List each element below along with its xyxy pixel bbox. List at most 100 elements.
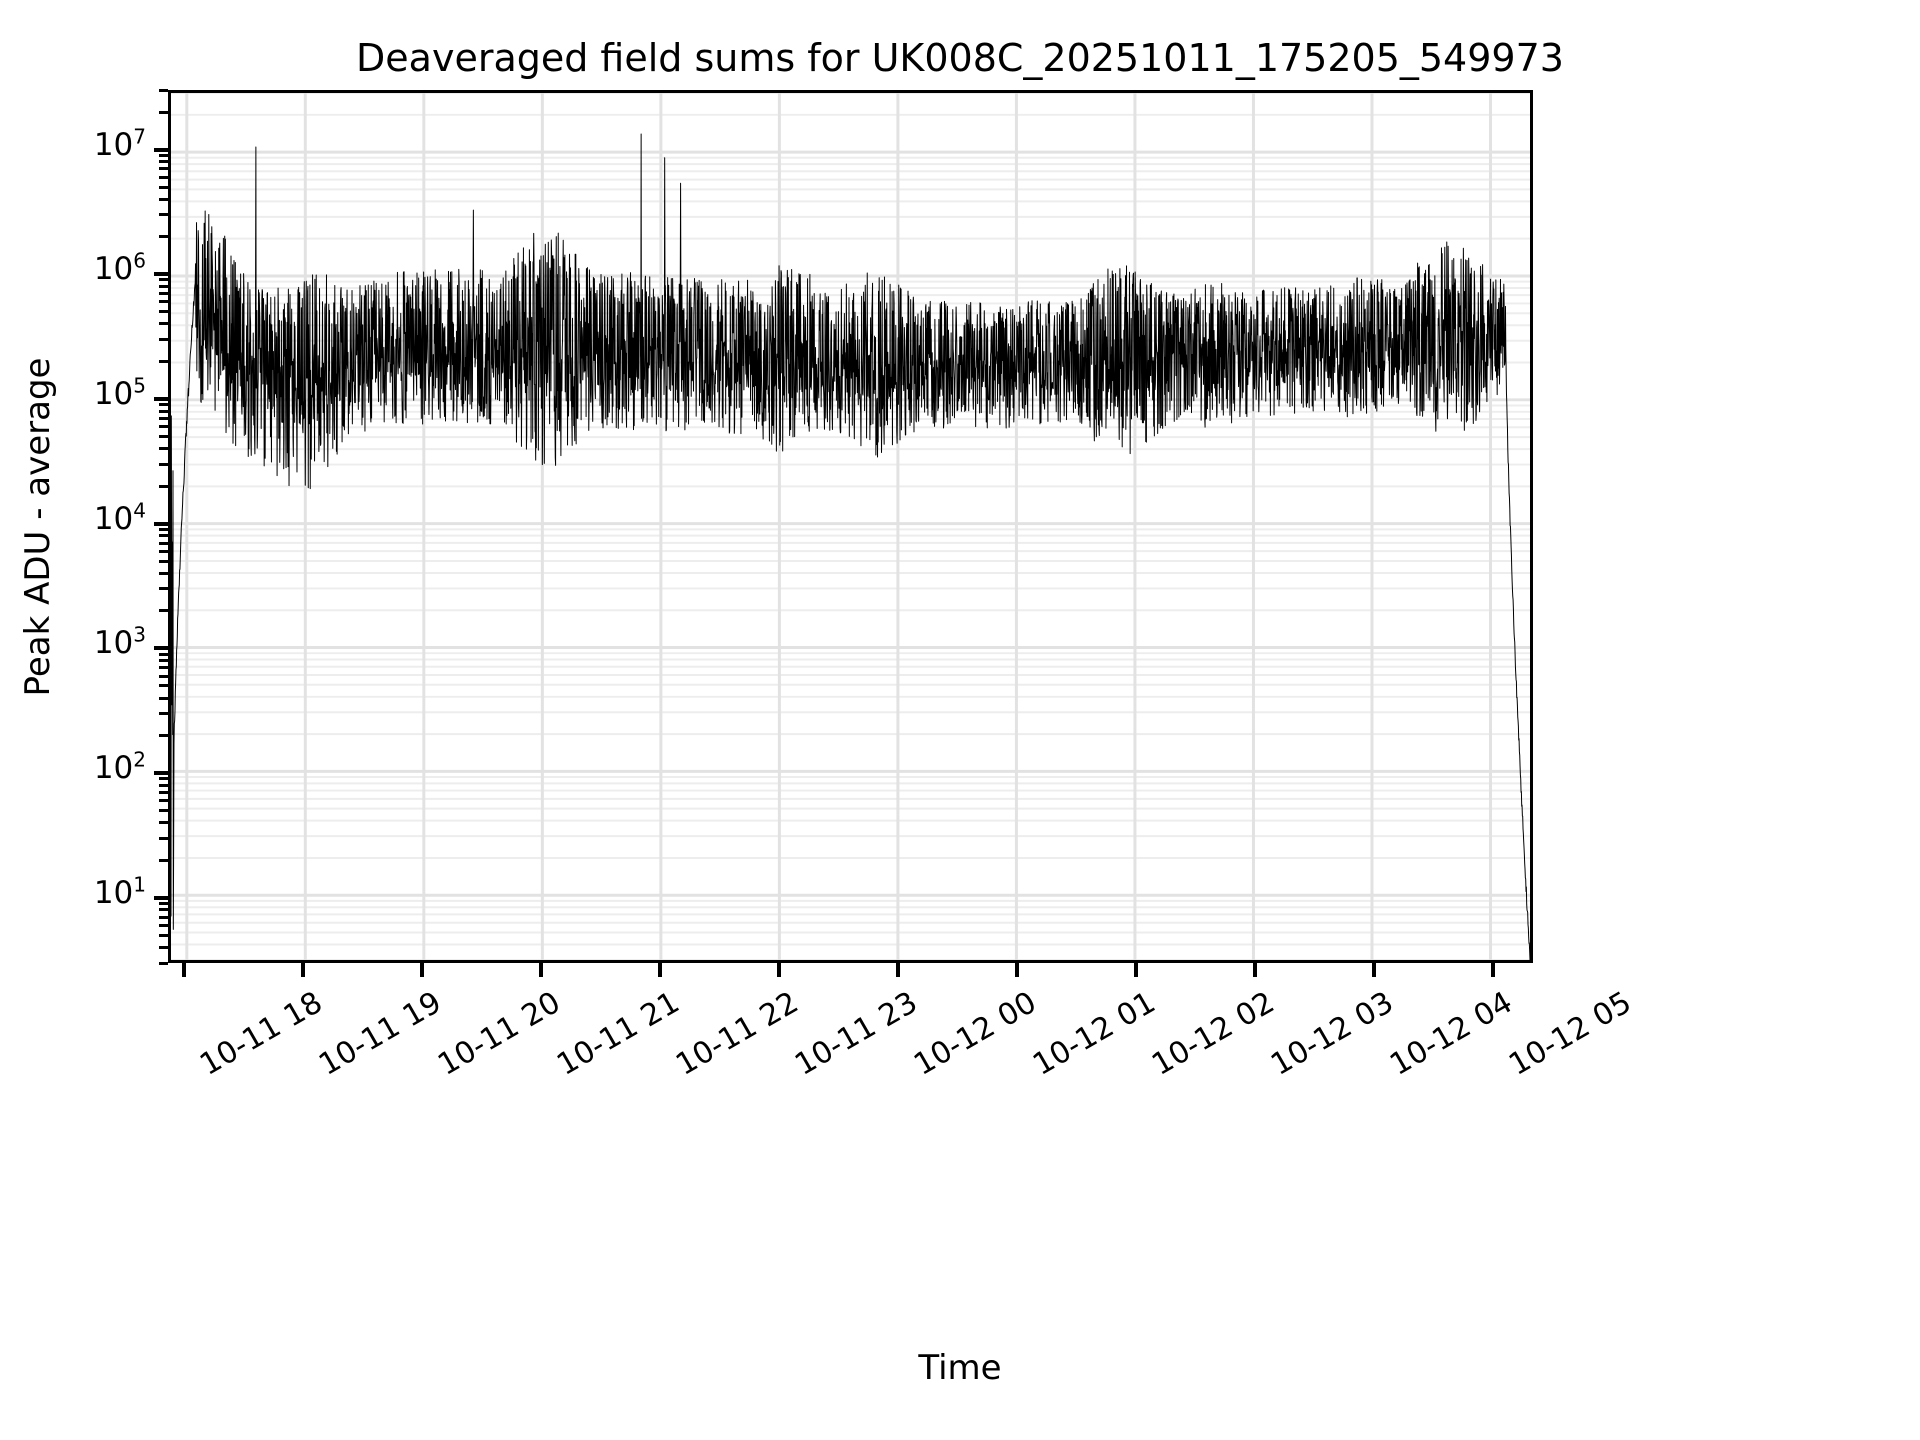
y-minor-tick-mark	[159, 300, 168, 304]
y-minor-tick-mark	[159, 734, 168, 737]
y-minor-tick-mark	[159, 666, 168, 670]
y-tick-mark	[154, 771, 168, 776]
y-minor-tick-mark	[159, 933, 168, 937]
y-minor-tick-mark	[159, 235, 168, 239]
y-minor-tick-mark	[159, 571, 168, 575]
y-minor-tick-mark	[159, 609, 168, 613]
x-tick-mark	[896, 963, 901, 977]
y-minor-tick-mark	[159, 945, 168, 949]
x-axis-label: Time	[918, 1348, 1002, 1388]
x-tick-mark	[300, 963, 305, 977]
x-tick-mark	[1015, 963, 1020, 977]
x-tick-mark	[1134, 963, 1139, 977]
y-minor-tick-mark	[159, 435, 168, 438]
y-minor-tick-mark	[159, 527, 168, 531]
y-minor-tick-mark	[159, 790, 168, 794]
y-tick-label: 103	[93, 623, 146, 662]
y-minor-tick-mark	[159, 403, 168, 407]
chart-title: Deaveraged field sums for UK008C_2025101…	[356, 36, 1564, 80]
y-minor-tick-mark	[159, 160, 168, 164]
y-minor-tick-mark	[159, 110, 168, 114]
y-tick-mark	[154, 646, 168, 651]
y-minor-tick-mark	[159, 541, 168, 545]
y-tick-label: 105	[93, 373, 146, 412]
y-minor-tick-mark	[159, 908, 168, 912]
y-minor-tick-mark	[159, 858, 168, 862]
y-tick-label: 102	[93, 747, 146, 787]
y-minor-tick-mark	[159, 337, 168, 341]
y-tick-label: 106	[93, 248, 146, 288]
x-tick-label: 10-11 21	[551, 985, 686, 1083]
y-minor-tick-mark	[159, 213, 168, 217]
y-minor-tick-mark	[159, 559, 168, 563]
x-tick-label: 10-11 19	[312, 985, 448, 1083]
x-tick-label: 10-11 20	[432, 985, 567, 1083]
y-minor-tick-mark	[159, 197, 168, 201]
y-minor-tick-mark	[159, 310, 168, 314]
y-minor-tick-mark	[159, 175, 168, 179]
x-tick-label: 10-11 18	[193, 985, 329, 1083]
x-tick-mark	[658, 963, 662, 977]
y-minor-tick-mark	[159, 915, 168, 919]
y-tick-label: 107	[93, 124, 146, 163]
y-minor-tick-mark	[159, 674, 168, 678]
x-tick-mark	[420, 963, 424, 977]
x-tick-label: 10-12 04	[1384, 985, 1519, 1083]
plot-clip	[171, 93, 1530, 960]
x-tick-mark	[1253, 963, 1258, 977]
x-tick-label: 10-12 01	[1027, 985, 1162, 1083]
x-tick-label: 10-11 22	[670, 985, 805, 1083]
y-minor-tick-mark	[159, 409, 168, 413]
y-minor-tick-mark	[159, 777, 168, 781]
y-minor-tick-mark	[159, 821, 168, 825]
x-tick-mark	[1491, 963, 1496, 977]
y-minor-tick-mark	[159, 425, 168, 429]
y-minor-tick-mark	[159, 652, 168, 656]
y-tick-mark	[154, 147, 168, 152]
y-minor-tick-mark	[159, 153, 168, 157]
y-minor-tick-mark	[159, 462, 168, 466]
y-minor-tick-mark	[159, 902, 168, 905]
y-minor-tick-mark	[159, 799, 168, 803]
x-tick-mark	[539, 963, 543, 977]
y-minor-tick-mark	[159, 88, 168, 92]
y-axis-label: Peak ADU - average	[18, 357, 58, 696]
y-minor-tick-mark	[159, 534, 168, 538]
y-minor-tick-mark	[159, 447, 168, 451]
y-minor-tick-mark	[159, 924, 168, 927]
y-minor-tick-mark	[159, 278, 168, 282]
y-minor-tick-mark	[159, 549, 168, 553]
x-tick-label: 10-12 03	[1265, 985, 1400, 1083]
x-tick-label: 10-12 00	[908, 985, 1043, 1083]
y-minor-tick-mark	[159, 684, 168, 688]
x-tick-mark	[1372, 963, 1377, 977]
y-tick-mark	[154, 895, 168, 900]
y-minor-tick-mark	[159, 712, 168, 716]
y-minor-tick-mark	[159, 416, 168, 420]
y-minor-tick-mark	[159, 322, 168, 326]
y-minor-tick-mark	[159, 809, 168, 813]
y-tick-mark	[154, 521, 168, 526]
y-tick-mark	[154, 272, 168, 277]
y-minor-tick-mark	[159, 836, 168, 840]
y-minor-tick-mark	[159, 284, 168, 288]
plot-area	[168, 90, 1533, 963]
y-minor-tick-mark	[159, 359, 168, 363]
x-tick-mark	[181, 963, 186, 977]
y-minor-tick-mark	[159, 167, 168, 171]
x-tick-label: 10-11 23	[789, 985, 924, 1083]
y-tick-mark	[154, 396, 168, 401]
y-minor-tick-mark	[159, 696, 168, 700]
x-tick-label: 10-12 05	[1503, 985, 1638, 1083]
x-tick-mark	[777, 963, 782, 977]
y-minor-tick-mark	[159, 185, 168, 189]
y-minor-tick-mark	[159, 587, 168, 591]
y-minor-tick-mark	[159, 292, 168, 295]
x-tick-label: 10-12 02	[1146, 985, 1281, 1083]
y-minor-tick-mark	[159, 484, 168, 488]
y-minor-tick-mark	[159, 658, 168, 662]
y-minor-tick-mark	[159, 961, 168, 965]
y-minor-tick-mark	[159, 783, 168, 787]
y-tick-label: 101	[93, 872, 146, 911]
